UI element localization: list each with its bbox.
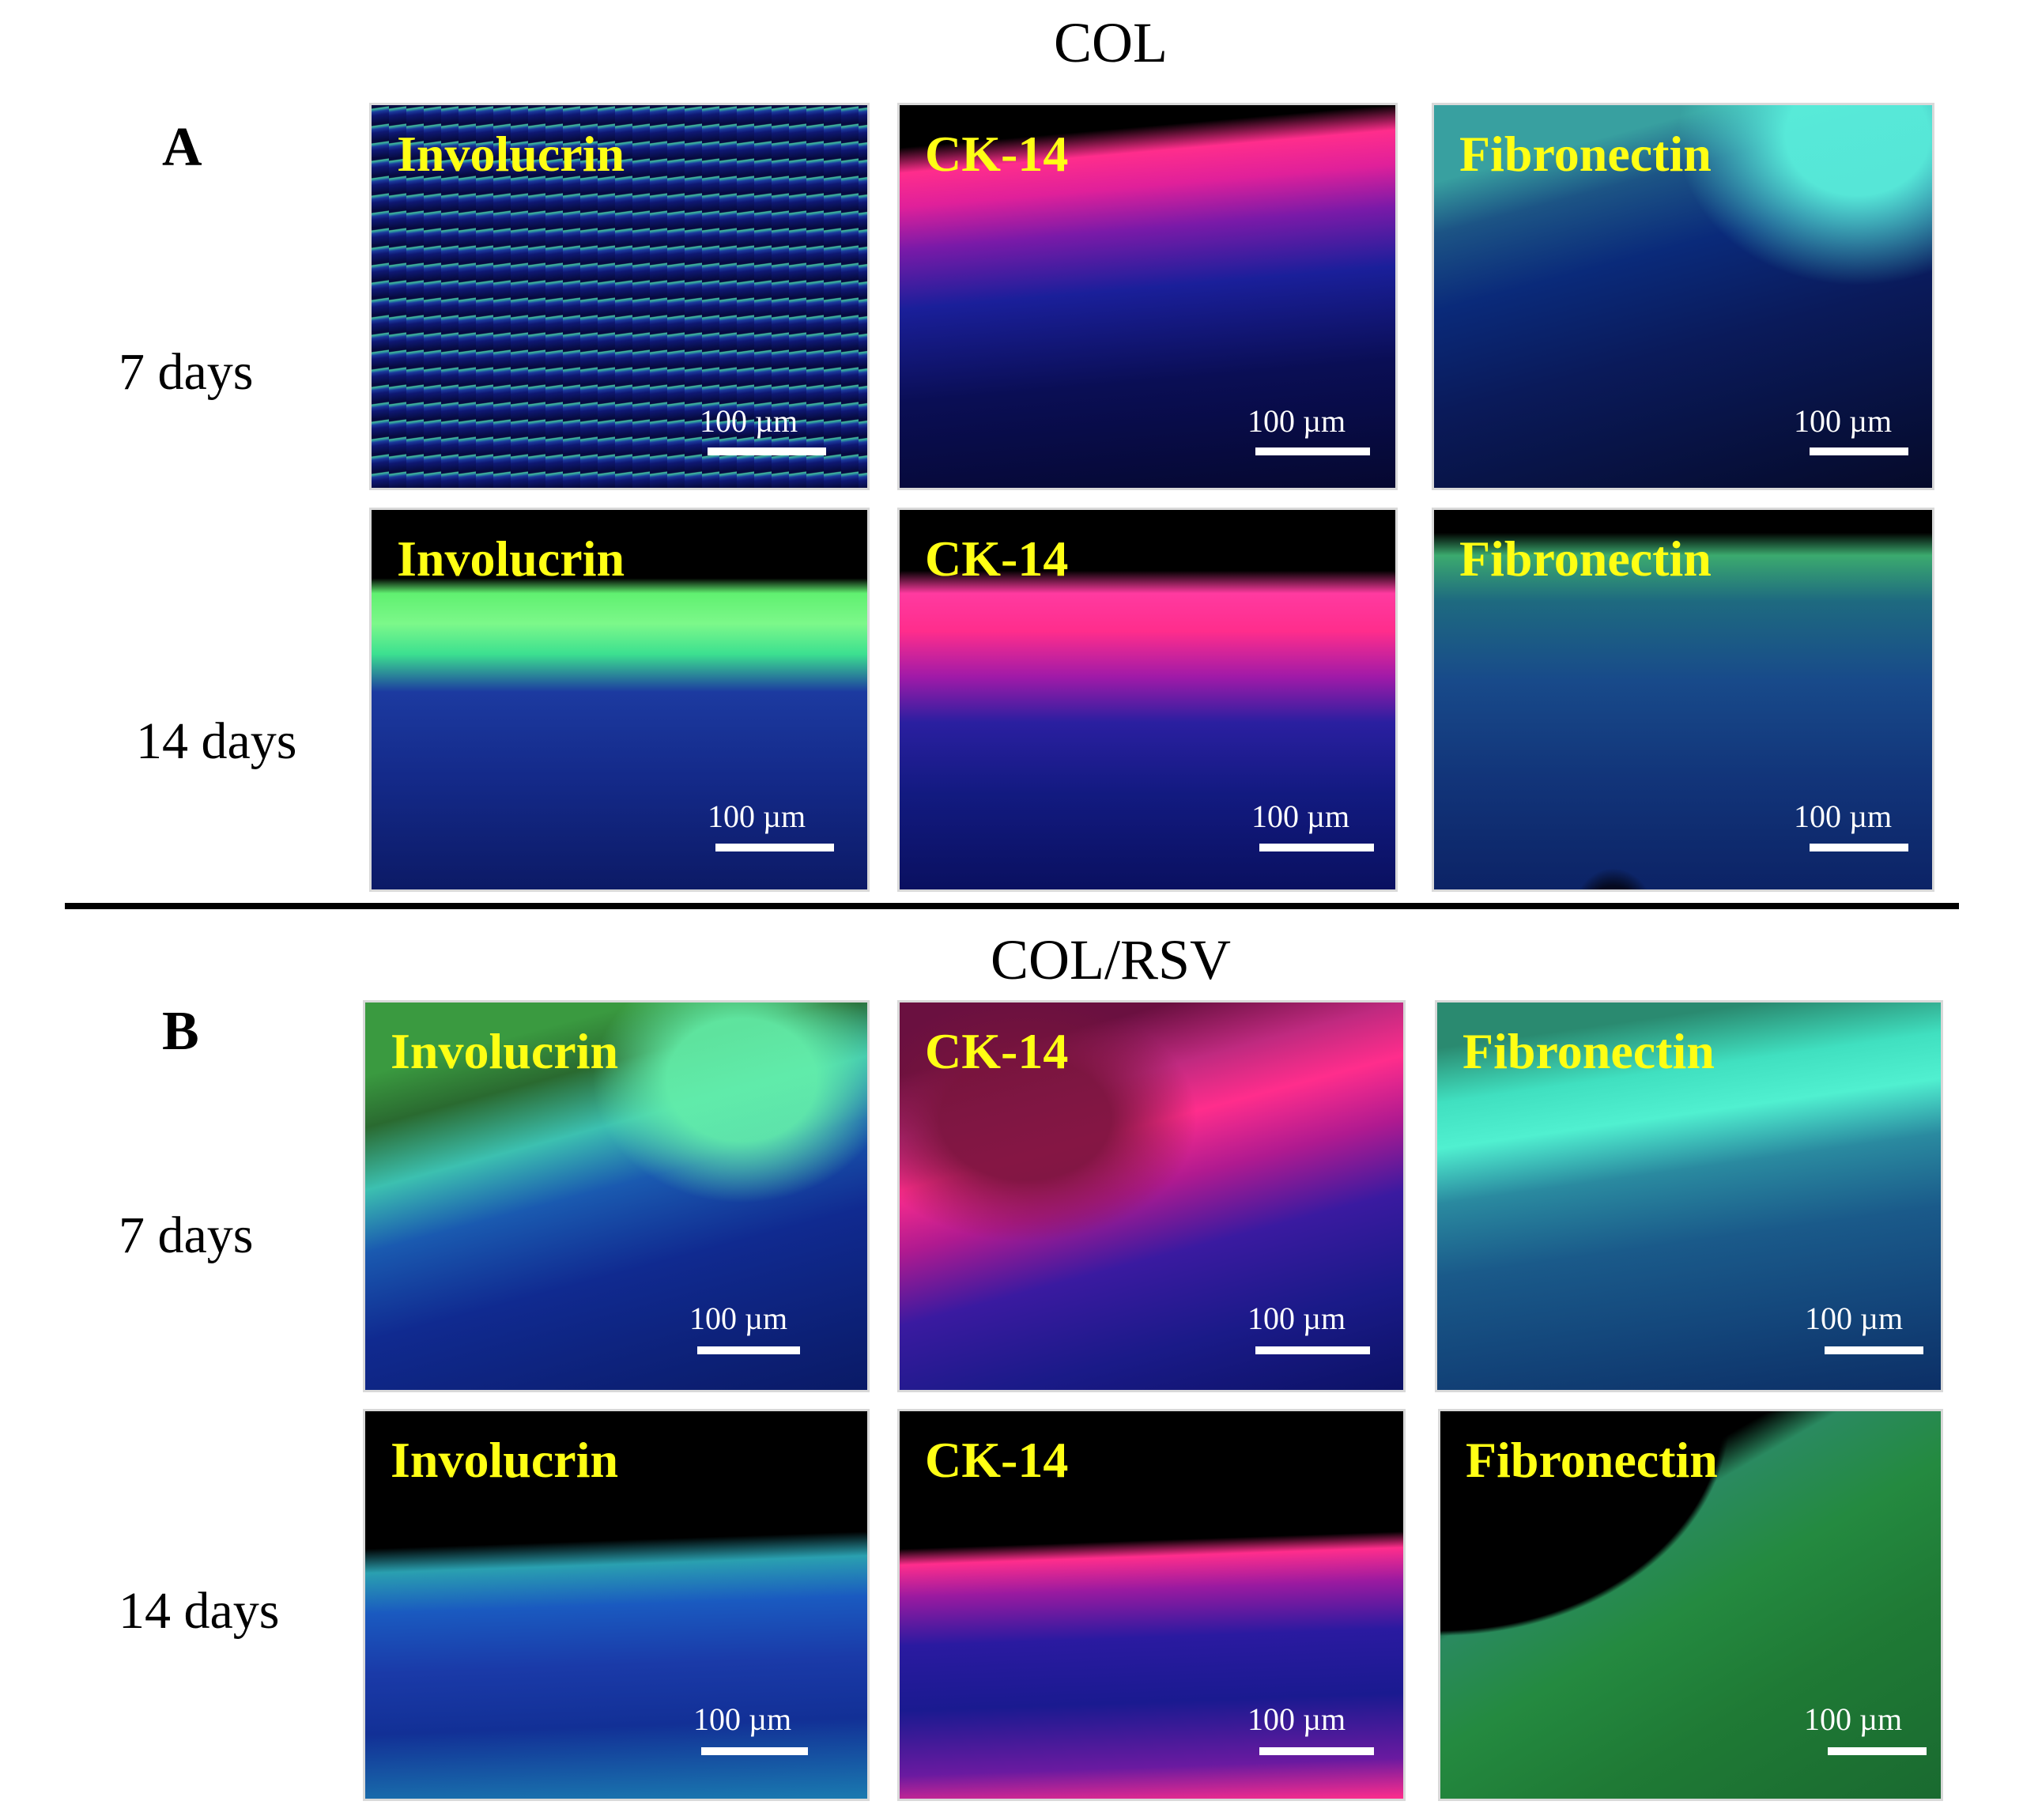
- row-label-a-14days: 14 days: [136, 712, 297, 770]
- scale-bar: [1810, 447, 1908, 455]
- micrograph-a7-involucrin: Involucrin 100 µm: [372, 105, 867, 488]
- micrograph-b14-ck14: CK-14 100 µm: [900, 1411, 1403, 1799]
- stain-label: Involucrin: [391, 1432, 619, 1488]
- micrograph-b7-ck14: CK-14 100 µm: [900, 1003, 1403, 1390]
- scale-bar-label: 100 µm: [693, 1701, 792, 1737]
- scale-bar-label: 100 µm: [1805, 1301, 1904, 1336]
- scale-bar-label: 100 µm: [1251, 799, 1350, 834]
- stain-label: Fibronectin: [1459, 126, 1712, 182]
- section-a-title: COL: [1054, 11, 1168, 74]
- scale-bar: [715, 844, 834, 851]
- micrograph-b14-fibronectin: Fibronectin 100 µm: [1440, 1411, 1941, 1799]
- scale-bar: [1259, 1747, 1374, 1755]
- stain-label: Fibronectin: [1463, 1023, 1715, 1079]
- stain-label: CK-14: [925, 531, 1069, 587]
- micrograph-a14-involucrin: Involucrin 100 µm: [372, 510, 867, 889]
- scale-bar-label: 100 µm: [1804, 1701, 1903, 1737]
- scale-bar: [697, 1346, 800, 1354]
- micrograph-a14-fibronectin: Fibronectin 100 µm: [1434, 510, 1932, 889]
- micrograph-a7-ck14: CK-14 100 µm: [900, 105, 1395, 488]
- stain-label: Involucrin: [397, 531, 625, 587]
- scale-bar: [1255, 447, 1370, 455]
- scale-bar: [1825, 1346, 1923, 1354]
- scale-bar-label: 100 µm: [1247, 403, 1346, 439]
- panel-letter-a: A: [162, 117, 202, 178]
- scale-bar-label: 100 µm: [689, 1301, 788, 1336]
- stain-label: Involucrin: [397, 126, 625, 182]
- scale-bar: [701, 1747, 808, 1755]
- scale-bar: [708, 447, 826, 455]
- row-label-b-7days: 7 days: [119, 1206, 254, 1264]
- stain-label: CK-14: [925, 1023, 1069, 1079]
- panel-letter-b: B: [162, 1001, 199, 1062]
- section-divider: [65, 903, 1959, 909]
- scale-bar: [1259, 844, 1374, 851]
- scale-bar: [1810, 844, 1908, 851]
- stain-label: CK-14: [925, 126, 1069, 182]
- row-label-b-14days: 14 days: [119, 1582, 280, 1640]
- stain-label: Fibronectin: [1459, 531, 1712, 587]
- section-b-title: COL/RSV: [990, 928, 1232, 991]
- scale-bar-label: 100 µm: [1794, 403, 1893, 439]
- stain-label: Involucrin: [391, 1023, 619, 1079]
- row-label-a-7days: 7 days: [119, 343, 254, 401]
- scale-bar-label: 100 µm: [1794, 799, 1893, 834]
- scale-bar-label: 100 µm: [700, 403, 798, 439]
- stain-label: CK-14: [925, 1432, 1069, 1488]
- scale-bar-label: 100 µm: [1247, 1301, 1346, 1336]
- scale-bar: [1255, 1346, 1370, 1354]
- scale-bar-label: 100 µm: [1247, 1701, 1346, 1737]
- micrograph-b14-involucrin: Involucrin 100 µm: [365, 1411, 867, 1799]
- scale-bar: [1828, 1747, 1927, 1755]
- micrograph-a14-ck14: CK-14 100 µm: [900, 510, 1395, 889]
- stain-label: Fibronectin: [1466, 1432, 1718, 1488]
- micrograph-a7-fibronectin: Fibronectin 100 µm: [1434, 105, 1932, 488]
- scale-bar-label: 100 µm: [708, 799, 806, 834]
- micrograph-b7-involucrin: Involucrin 100 µm: [365, 1003, 867, 1390]
- micrograph-b7-fibronectin: Fibronectin 100 µm: [1437, 1003, 1941, 1390]
